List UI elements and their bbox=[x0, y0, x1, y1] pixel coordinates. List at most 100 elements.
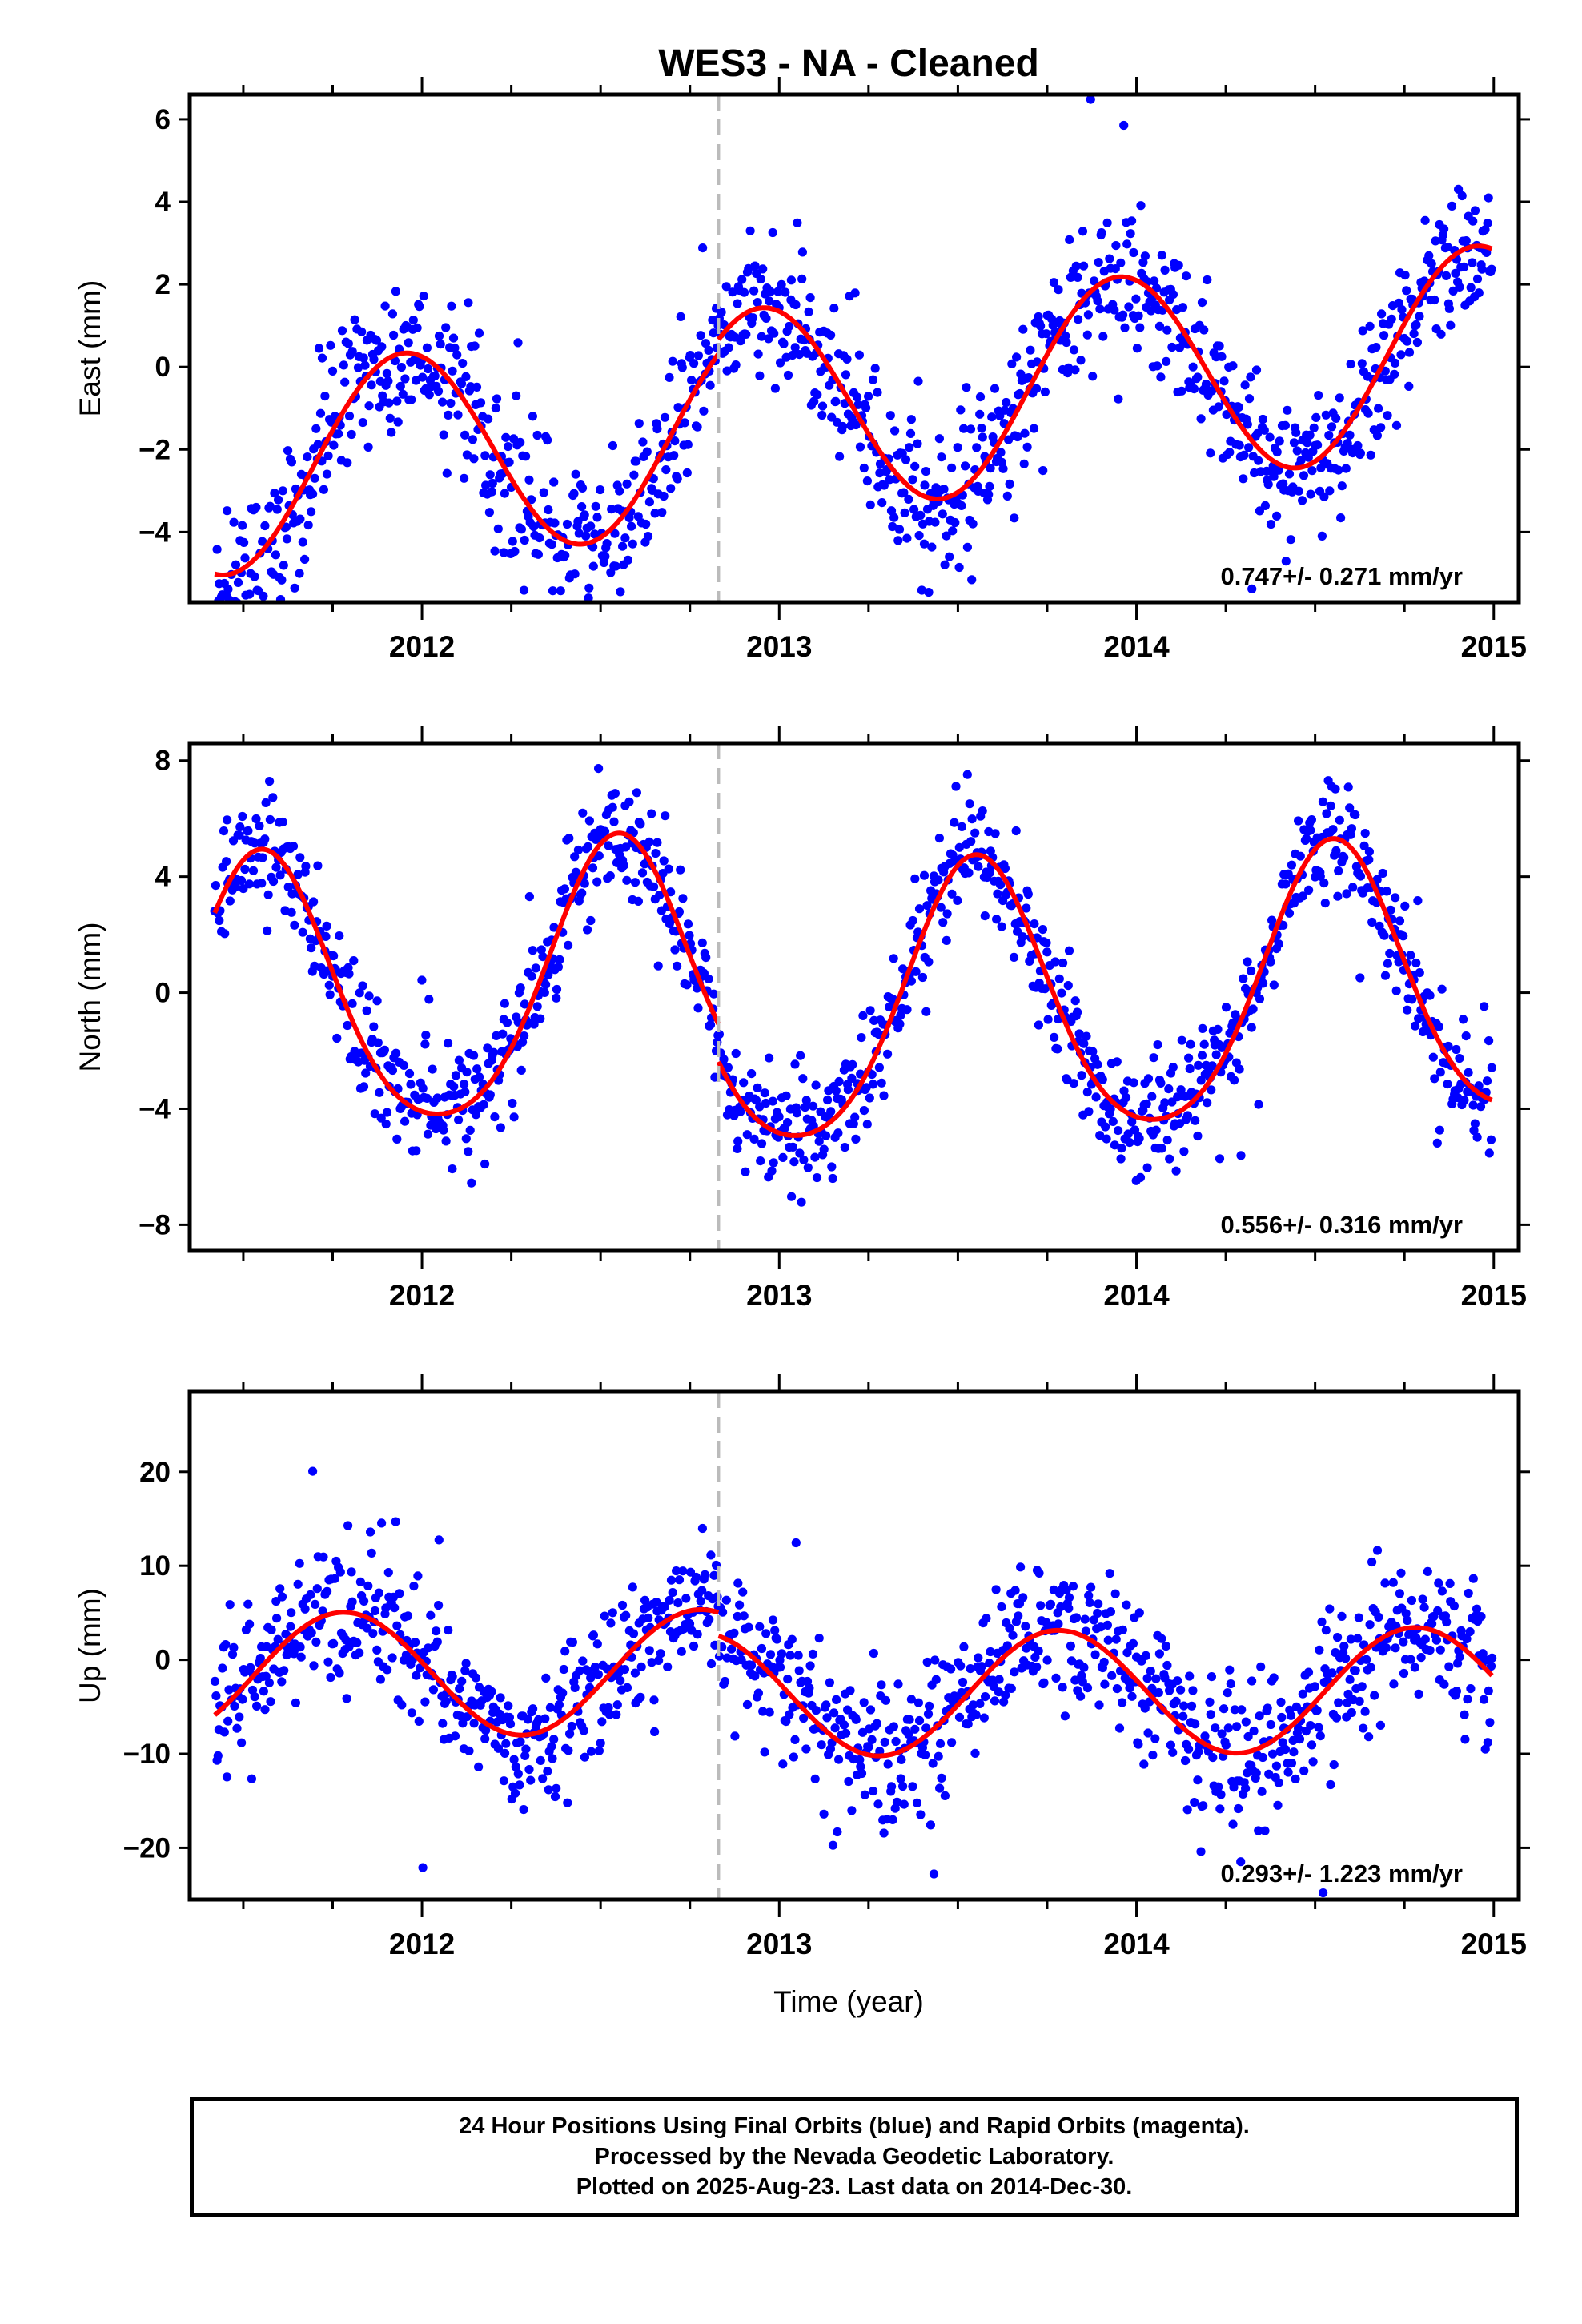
data-point bbox=[1468, 1100, 1478, 1110]
data-point bbox=[1232, 1722, 1242, 1731]
model-line-after-break bbox=[717, 1625, 1494, 1759]
y-tick-label: 0 bbox=[155, 1645, 171, 1676]
data-point bbox=[616, 587, 625, 597]
data-point bbox=[1114, 394, 1123, 404]
data-point bbox=[211, 881, 220, 891]
data-point bbox=[622, 1683, 632, 1692]
data-point bbox=[227, 1650, 238, 1659]
data-point bbox=[781, 1717, 791, 1727]
data-point bbox=[553, 962, 564, 972]
data-point bbox=[790, 343, 800, 352]
data-point bbox=[1184, 1744, 1194, 1754]
data-point bbox=[277, 1677, 287, 1687]
y-tick-label: −8 bbox=[139, 1209, 171, 1240]
data-point bbox=[1383, 411, 1392, 420]
data-point bbox=[886, 506, 897, 516]
data-point bbox=[1239, 974, 1248, 983]
data-point bbox=[1151, 1674, 1161, 1683]
data-point bbox=[1140, 251, 1150, 261]
data-point bbox=[1379, 931, 1389, 940]
data-point bbox=[260, 834, 270, 844]
data-point bbox=[917, 585, 926, 595]
data-point bbox=[1230, 1705, 1239, 1715]
data-point bbox=[1306, 1721, 1315, 1731]
data-point bbox=[412, 1146, 421, 1156]
data-point bbox=[825, 1678, 834, 1687]
data-point bbox=[1337, 481, 1347, 491]
data-point bbox=[1279, 920, 1288, 930]
data-point bbox=[541, 979, 551, 989]
data-point bbox=[1343, 782, 1353, 792]
data-point bbox=[678, 894, 688, 903]
data-point bbox=[851, 1715, 861, 1724]
data-point bbox=[1154, 321, 1165, 331]
model-line-before-break bbox=[212, 830, 721, 1116]
data-point bbox=[1254, 456, 1263, 465]
data-point bbox=[910, 1724, 920, 1734]
data-point bbox=[1409, 329, 1419, 339]
data-point bbox=[1309, 423, 1319, 432]
data-point bbox=[485, 470, 495, 480]
data-point bbox=[834, 1755, 844, 1764]
data-point bbox=[1184, 1053, 1194, 1063]
data-point bbox=[873, 388, 882, 397]
data-point bbox=[910, 874, 920, 883]
data-point bbox=[1143, 1728, 1153, 1738]
data-points bbox=[212, 94, 1496, 616]
data-point bbox=[783, 370, 793, 380]
data-point bbox=[457, 1676, 467, 1686]
data-point bbox=[689, 359, 699, 368]
data-point bbox=[1070, 1675, 1080, 1685]
data-point bbox=[536, 945, 546, 955]
data-point bbox=[1189, 384, 1199, 394]
data-point bbox=[733, 1578, 743, 1588]
data-point bbox=[1211, 1723, 1220, 1733]
data-point bbox=[470, 341, 480, 351]
data-point bbox=[1097, 228, 1106, 238]
data-point bbox=[1486, 1135, 1496, 1144]
data-point bbox=[584, 583, 594, 593]
data-point bbox=[811, 1080, 821, 1090]
data-point bbox=[1103, 1635, 1113, 1645]
data-point bbox=[343, 1020, 352, 1031]
data-point bbox=[914, 1715, 925, 1726]
data-point bbox=[750, 1671, 760, 1681]
data-point bbox=[258, 537, 267, 546]
data-point bbox=[1331, 784, 1340, 794]
data-point bbox=[979, 1713, 989, 1723]
data-point bbox=[628, 539, 637, 549]
data-point bbox=[1411, 1021, 1420, 1031]
y-tick-label: 0 bbox=[155, 978, 171, 1009]
data-point bbox=[560, 1647, 570, 1656]
data-point bbox=[311, 1637, 321, 1647]
data-point bbox=[300, 1604, 310, 1614]
data-point bbox=[877, 1078, 886, 1088]
data-point bbox=[1110, 264, 1120, 274]
data-point bbox=[1038, 466, 1048, 476]
data-point bbox=[673, 1598, 683, 1608]
data-point bbox=[632, 788, 642, 798]
data-point bbox=[516, 437, 525, 448]
data-point bbox=[709, 1570, 719, 1580]
data-point bbox=[1114, 1126, 1123, 1136]
data-point bbox=[756, 274, 765, 284]
data-point bbox=[596, 1739, 605, 1748]
data-point bbox=[1206, 448, 1215, 458]
data-point bbox=[1402, 286, 1411, 296]
data-point bbox=[1064, 946, 1074, 955]
data-point bbox=[1171, 1166, 1181, 1176]
data-point bbox=[1304, 885, 1314, 895]
data-point bbox=[502, 1018, 512, 1027]
data-point bbox=[1381, 1643, 1391, 1653]
y-tick-label: −20 bbox=[123, 1832, 171, 1864]
data-point bbox=[1085, 1598, 1094, 1607]
data-point bbox=[314, 344, 324, 353]
data-point bbox=[278, 817, 287, 827]
data-point bbox=[605, 607, 614, 616]
data-point bbox=[851, 420, 861, 430]
data-point bbox=[291, 1698, 300, 1707]
data-point bbox=[1073, 1007, 1082, 1017]
data-point bbox=[1281, 557, 1291, 566]
data-point bbox=[1022, 442, 1032, 452]
data-point bbox=[619, 861, 628, 870]
